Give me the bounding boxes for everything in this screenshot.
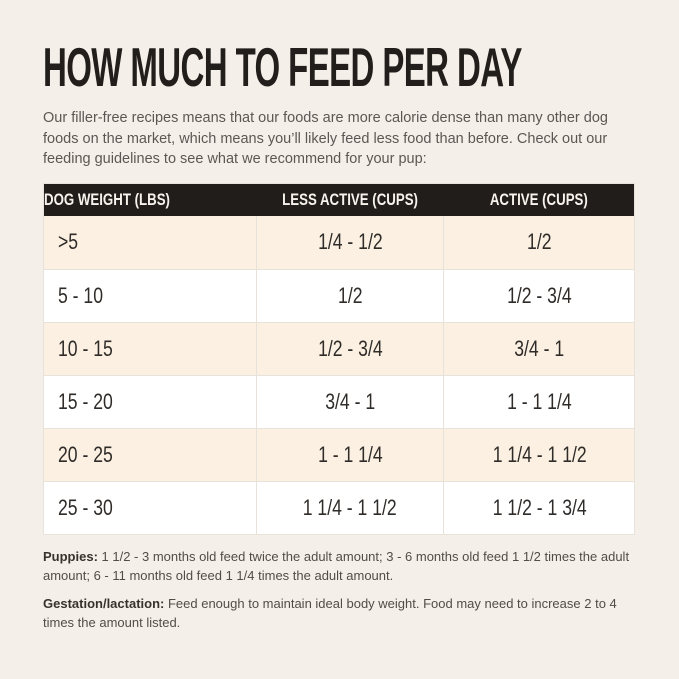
- table-header-row: DOG WEIGHT (LBS) LESS ACTIVE (CUPS) ACTI…: [43, 183, 635, 217]
- table-row: 5 - 10 1/2 1/2 - 3/4: [43, 268, 635, 323]
- table-body: >5 1/4 - 1/2 1/2 5 - 10 1/2 1/2 - 3/4 10…: [43, 216, 635, 535]
- page-title: HOW MUCH TO FEED PER DAY: [43, 36, 522, 98]
- table-row: 20 - 25 1 - 1 1/4 1 1/4 - 1 1/2: [43, 427, 635, 482]
- table-row: 15 - 20 3/4 - 1 1 - 1 1/4: [43, 374, 635, 429]
- column-header-label: LESS ACTIVE (CUPS): [282, 189, 418, 209]
- cell-active: 1/2 - 3/4: [443, 268, 635, 323]
- column-header-dog-weight: DOG WEIGHT (LBS): [43, 183, 257, 217]
- table-row: >5 1/4 - 1/2 1/2: [43, 216, 635, 270]
- cell-weight: 15 - 20: [43, 374, 257, 429]
- gestation-note-text: Feed enough to maintain ideal body weigh…: [43, 595, 617, 630]
- gestation-note: Gestation/lactation: Feed enough to main…: [43, 595, 635, 633]
- cell-active: 1/2: [443, 216, 635, 270]
- cell-active: 1 1/2 - 1 3/4: [443, 480, 635, 535]
- column-header-label: ACTIVE (CUPS): [489, 189, 588, 209]
- footnotes: Puppies: 1 1/2 - 3 months old feed twice…: [43, 548, 635, 633]
- table-row: 10 - 15 1/2 - 3/4 3/4 - 1: [43, 321, 635, 376]
- cell-value: 25 - 30: [58, 494, 113, 520]
- cell-value: 1 1/4 - 1 1/2: [492, 441, 587, 467]
- column-header-label: DOG WEIGHT (LBS): [44, 189, 170, 209]
- cell-active: 1 1/4 - 1 1/2: [443, 427, 635, 482]
- puppies-note-text: 1 1/2 - 3 months old feed twice the adul…: [43, 548, 630, 583]
- cell-less-active: 1/4 - 1/2: [255, 216, 444, 270]
- cell-value: 3/4 - 1: [325, 388, 375, 414]
- cell-value: 1/2 - 3/4: [317, 335, 383, 361]
- cell-weight: 20 - 25: [43, 427, 257, 482]
- table-row: 25 - 30 1 1/4 - 1 1/2 1 1/2 - 1 3/4: [43, 480, 635, 535]
- cell-less-active: 1 - 1 1/4: [255, 427, 444, 482]
- cell-value: 1/2: [337, 282, 363, 308]
- cell-value: 1 - 1 1/4: [506, 388, 572, 414]
- cell-weight: 25 - 30: [43, 480, 257, 535]
- cell-weight: >5: [44, 216, 257, 269]
- cell-active: 1 - 1 1/4: [443, 374, 635, 429]
- cell-value: 1/2: [526, 229, 552, 255]
- cell-weight: 10 - 15: [43, 321, 257, 376]
- puppies-note: Puppies: 1 1/2 - 3 months old feed twice…: [43, 548, 635, 586]
- cell-value: 1/2 - 3/4: [506, 282, 572, 308]
- column-header-active: ACTIVE (CUPS): [443, 183, 635, 217]
- cell-value: 1/4 - 1/2: [317, 229, 383, 255]
- cell-weight: 5 - 10: [43, 268, 257, 323]
- gestation-note-label: Gestation/lactation:: [43, 595, 165, 611]
- feeding-guide: HOW MUCH TO FEED PER DAY Our filler-free…: [43, 40, 635, 642]
- cell-value: 20 - 25: [58, 441, 113, 467]
- cell-value: 3/4 - 1: [514, 335, 565, 361]
- cell-value: 1 1/4 - 1 1/2: [303, 494, 398, 520]
- column-header-less-active: LESS ACTIVE (CUPS): [256, 183, 444, 217]
- intro-paragraph: Our filler-free recipes means that our f…: [43, 110, 608, 168]
- cell-less-active: 1/2 - 3/4: [255, 321, 444, 376]
- cell-value: 1 - 1 1/4: [317, 441, 383, 467]
- cell-value: 1 1/2 - 1 3/4: [492, 494, 587, 520]
- table-header: DOG WEIGHT (LBS) LESS ACTIVE (CUPS) ACTI…: [43, 183, 635, 217]
- puppies-note-label: Puppies:: [43, 548, 98, 564]
- cell-value: 15 - 20: [58, 388, 113, 414]
- cell-less-active: 3/4 - 1: [255, 374, 444, 429]
- cell-less-active: 1 1/4 - 1 1/2: [255, 480, 444, 535]
- cell-less-active: 1/2: [255, 268, 444, 323]
- cell-active: 3/4 - 1: [443, 321, 635, 376]
- cell-value: >5: [58, 229, 79, 255]
- cell-value: 5 - 10: [58, 282, 104, 308]
- feeding-table: DOG WEIGHT (LBS) LESS ACTIVE (CUPS) ACTI…: [43, 182, 635, 535]
- cell-value: 10 - 15: [58, 335, 113, 361]
